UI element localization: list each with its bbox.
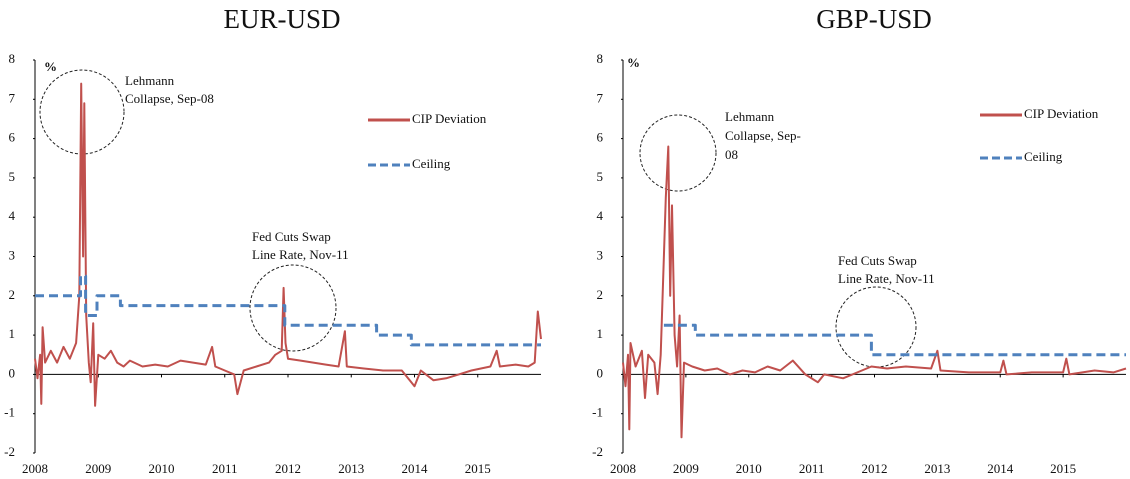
highlight-circle bbox=[249, 264, 337, 352]
legend-label: Ceiling bbox=[1024, 149, 1063, 164]
y-tick-label: 5 bbox=[597, 169, 604, 184]
legend-label: CIP Deviation bbox=[412, 111, 487, 126]
annotation: Lehmann bbox=[725, 109, 775, 124]
x-tick-label: 2013 bbox=[338, 461, 364, 476]
cip-line bbox=[34, 82, 542, 407]
x-tick-label: 2011 bbox=[799, 461, 825, 476]
annotation: Collapse, Sep- bbox=[725, 128, 801, 143]
x-tick-label: 2008 bbox=[22, 461, 48, 476]
x-tick-label: 2008 bbox=[610, 461, 636, 476]
chart-title: EUR-USD bbox=[223, 4, 340, 34]
y-tick-label: -1 bbox=[4, 405, 15, 420]
y-tick-label: 8 bbox=[9, 51, 16, 66]
y-tick-label: 4 bbox=[9, 208, 16, 223]
y-tick-label: 6 bbox=[9, 130, 16, 145]
x-tick-label: 2014 bbox=[987, 461, 1014, 476]
y-axis-label: % bbox=[627, 55, 640, 70]
y-tick-label: 5 bbox=[9, 169, 16, 184]
x-tick-label: 2013 bbox=[924, 461, 950, 476]
x-tick-label: 2010 bbox=[149, 461, 175, 476]
legend-label: Ceiling bbox=[412, 156, 451, 171]
annotation: Line Rate, Nov-11 bbox=[252, 247, 349, 262]
x-tick-label: 2012 bbox=[862, 461, 888, 476]
y-tick-label: 1 bbox=[597, 326, 604, 341]
y-tick-label: 3 bbox=[597, 247, 604, 262]
x-tick-label: 2010 bbox=[736, 461, 762, 476]
y-tick-label: 7 bbox=[9, 90, 16, 105]
y-tick-label: 0 bbox=[9, 365, 16, 380]
y-tick-label: 0 bbox=[597, 365, 604, 380]
y-axis-label: % bbox=[44, 59, 57, 74]
y-tick-label: 8 bbox=[597, 51, 604, 66]
annotation: Fed Cuts Swap bbox=[252, 229, 331, 244]
annotation: 08 bbox=[725, 147, 738, 162]
ceiling-line bbox=[663, 323, 1126, 357]
x-tick-label: 2012 bbox=[275, 461, 301, 476]
y-tick-label: 2 bbox=[597, 287, 604, 302]
annotation: Fed Cuts Swap bbox=[838, 253, 917, 268]
x-tick-label: 2009 bbox=[673, 461, 699, 476]
annotation: Lehmann bbox=[125, 73, 175, 88]
y-tick-label: 1 bbox=[9, 326, 16, 341]
x-tick-label: 2011 bbox=[212, 461, 238, 476]
x-tick-label: 2015 bbox=[465, 461, 491, 476]
y-tick-label: 7 bbox=[597, 90, 604, 105]
y-tick-label: 3 bbox=[9, 247, 16, 262]
highlight-circle bbox=[639, 114, 717, 192]
annotation: Line Rate, Nov-11 bbox=[838, 271, 935, 286]
y-tick-label: -2 bbox=[4, 444, 15, 459]
x-tick-label: 2015 bbox=[1050, 461, 1076, 476]
x-tick-label: 2014 bbox=[402, 461, 429, 476]
chart-title: GBP-USD bbox=[816, 4, 932, 34]
x-tick-label: 2009 bbox=[85, 461, 111, 476]
annotation: Collapse, Sep-08 bbox=[125, 91, 214, 106]
cip-line bbox=[622, 145, 1127, 439]
legend-label: CIP Deviation bbox=[1024, 106, 1099, 121]
ceiling-line bbox=[35, 274, 541, 347]
y-tick-label: 4 bbox=[597, 208, 604, 223]
y-tick-label: -1 bbox=[592, 405, 603, 420]
y-tick-label: 6 bbox=[597, 130, 604, 145]
y-tick-label: 2 bbox=[9, 287, 16, 302]
y-tick-label: -2 bbox=[592, 444, 603, 459]
